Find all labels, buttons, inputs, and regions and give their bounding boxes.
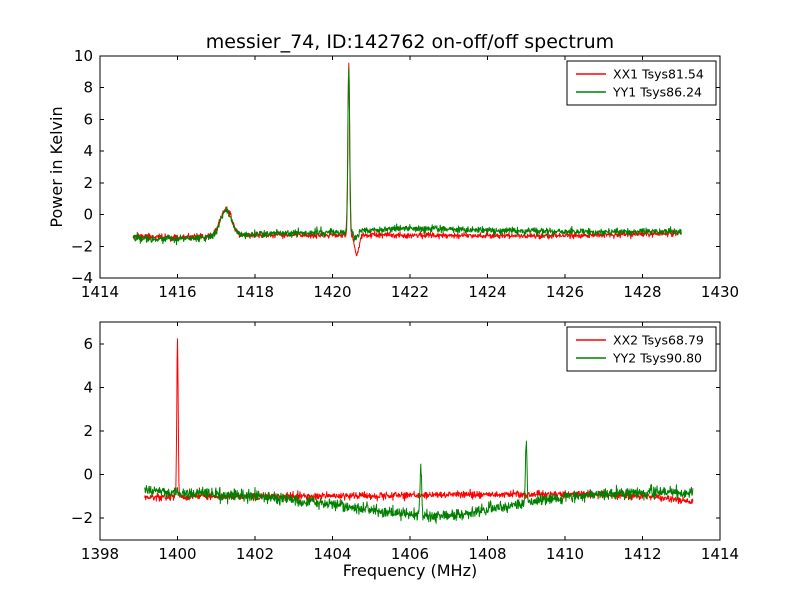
x-tick-labels: 1414 1416 1418 1420 1422 1424 1426 1428 1430 <box>81 283 739 301</box>
svg-text:1422: 1422 <box>391 283 429 301</box>
svg-text:1428: 1428 <box>623 283 661 301</box>
subplot-1: 1414 1416 1418 1420 1422 1424 1426 1428 1430 −4 −2… <box>71 47 739 301</box>
x-axis-label: Frequency (MHz) <box>342 561 478 580</box>
x-tick-labels: 1398 1400 1402 1404 1406 1408 1410 1412 1414 <box>81 545 739 563</box>
legend-label-xx2: XX2 Tsys68.79 <box>613 333 704 348</box>
legend-label-xx1: XX1 Tsys81.54 <box>613 67 704 82</box>
svg-text:1404: 1404 <box>313 545 351 563</box>
svg-text:4: 4 <box>83 378 93 396</box>
legend-label-yy1: YY1 Tsys86.24 <box>612 85 702 100</box>
svg-text:4: 4 <box>83 142 93 160</box>
y-tick-labels: −4 −2 0 2 4 6 8 10 <box>71 47 93 287</box>
chart-title: messier_74, ID:142762 on-off/off spectru… <box>205 31 615 53</box>
legend-label-yy2: YY2 Tsys90.80 <box>612 351 702 366</box>
svg-text:1426: 1426 <box>546 283 584 301</box>
svg-text:8: 8 <box>83 79 93 97</box>
svg-text:1416: 1416 <box>158 283 196 301</box>
svg-text:1420: 1420 <box>313 283 351 301</box>
svg-text:1406: 1406 <box>391 545 429 563</box>
axis-ticks <box>99 322 721 540</box>
svg-text:1424: 1424 <box>468 283 506 301</box>
legend-box <box>566 60 717 106</box>
svg-text:1412: 1412 <box>623 545 661 563</box>
svg-text:1400: 1400 <box>158 545 196 563</box>
svg-text:1418: 1418 <box>236 283 274 301</box>
svg-text:1398: 1398 <box>81 545 119 563</box>
svg-text:2: 2 <box>83 174 93 192</box>
svg-text:2: 2 <box>83 422 93 440</box>
series-lines <box>132 62 682 257</box>
legend: XX2 Tsys68.79 YY2 Tsys90.80 <box>566 326 717 372</box>
svg-text:6: 6 <box>83 335 93 353</box>
legend: XX1 Tsys81.54 YY1 Tsys86.24 <box>566 60 717 106</box>
svg-text:−2: −2 <box>71 509 93 527</box>
svg-text:0: 0 <box>83 466 93 484</box>
svg-text:1408: 1408 <box>468 545 506 563</box>
legend-box <box>566 326 717 372</box>
line-yy1 <box>132 67 682 246</box>
svg-text:1414: 1414 <box>81 283 119 301</box>
svg-text:1430: 1430 <box>701 283 739 301</box>
svg-text:6: 6 <box>83 110 93 128</box>
series-lines <box>144 338 694 524</box>
y-axis-label: Power in Kelvin <box>47 106 67 228</box>
svg-text:10: 10 <box>74 47 93 65</box>
subplot-2: 1398 1400 1402 1404 1406 1408 1410 1412 1414 −2 0 2… <box>71 321 739 563</box>
svg-text:0: 0 <box>83 206 93 224</box>
svg-text:−2: −2 <box>71 237 93 255</box>
svg-text:1410: 1410 <box>546 545 584 563</box>
line-yy2 <box>144 440 694 524</box>
axis-ticks <box>99 55 721 279</box>
y-tick-labels: −2 0 2 4 6 <box>71 335 93 527</box>
svg-text:1402: 1402 <box>236 545 274 563</box>
svg-text:1414: 1414 <box>701 545 739 563</box>
svg-text:−4: −4 <box>71 269 93 287</box>
